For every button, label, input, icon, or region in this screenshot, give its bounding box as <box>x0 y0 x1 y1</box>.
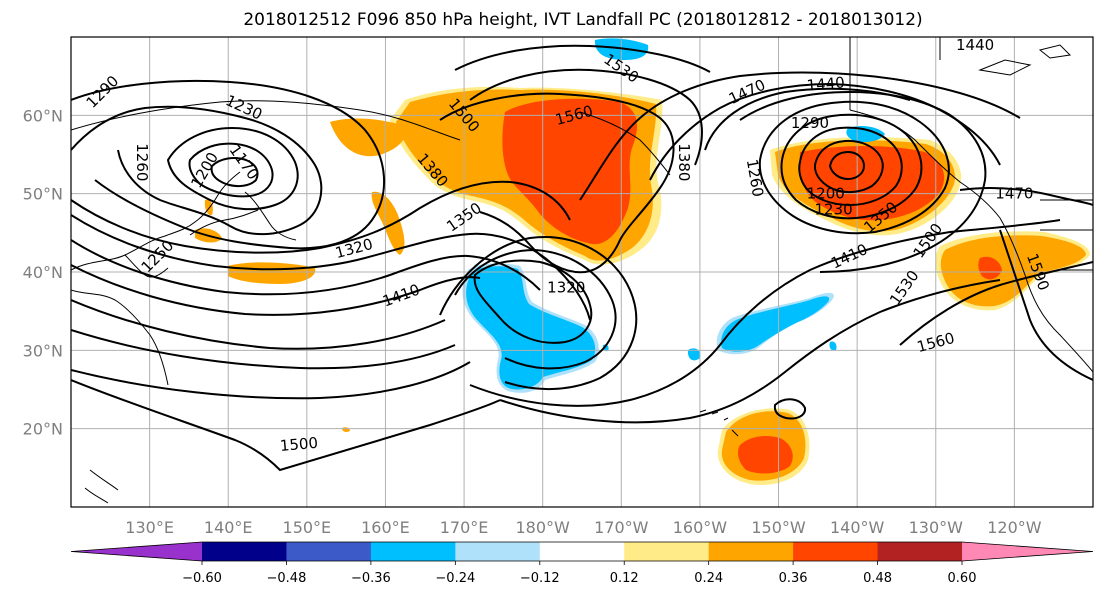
svg-text:1260: 1260 <box>133 143 151 181</box>
lon-tick-label: 140°E <box>204 518 253 537</box>
svg-text:1470: 1470 <box>995 185 1033 203</box>
lat-tick-label: 40°N <box>23 263 63 282</box>
colorbar-bin <box>624 542 710 561</box>
colorbar-tick-label: −0.24 <box>435 571 475 586</box>
colorbar-bin <box>202 542 287 561</box>
colorbar-tick-label: 0.24 <box>694 571 723 586</box>
colorbar-tick-label: 0.48 <box>863 571 892 586</box>
lon-tick-label: 170°W <box>594 518 649 537</box>
height-contours <box>71 44 1093 472</box>
lon-tick-label: 140°W <box>830 518 885 537</box>
lon-tick-label: 120°W <box>987 518 1042 537</box>
colorbar-bin <box>539 542 625 561</box>
lat-tick-label: 30°N <box>23 341 63 360</box>
colorbar-tick-label: 0.60 <box>948 571 977 586</box>
colorbar-bin <box>877 542 963 561</box>
lat-tick-label: 60°N <box>23 106 63 125</box>
colorbar-extend-min <box>71 542 202 561</box>
colorbar-tick-label: −0.48 <box>267 571 307 586</box>
longitude-tick-labels: 130°E 140°E 150°E 160°E 170°E 180°W 170°W 160°W… <box>125 518 1041 537</box>
svg-text:1290: 1290 <box>791 114 829 132</box>
contour-label: 1260 <box>133 143 151 181</box>
svg-text:1440: 1440 <box>956 36 994 54</box>
latitude-tick-labels: 20°N 30°N 40°N 50°N 60°N <box>23 106 63 438</box>
svg-text:1200: 1200 <box>807 185 845 203</box>
lon-tick-label: 150°E <box>283 518 332 537</box>
colorbar-bin <box>708 542 794 561</box>
svg-text:1500: 1500 <box>279 434 319 455</box>
colorbar-bin <box>286 542 372 561</box>
colorbar-tick-label: −0.12 <box>520 571 560 586</box>
contour-label: 1230 <box>814 200 852 218</box>
colorbar-bin <box>793 542 879 561</box>
lon-tick-label: 170°E <box>440 518 489 537</box>
colorbar-extend-max <box>962 542 1093 561</box>
lat-tick-label: 20°N <box>23 420 63 439</box>
lon-tick-label: 180°W <box>516 518 571 537</box>
lat-tick-label: 50°N <box>23 185 63 204</box>
contour-label: 1380 <box>675 143 693 181</box>
colorbar <box>70 541 1094 562</box>
contour-label: 1470 <box>995 185 1033 203</box>
colorbar-tick-label: 0.36 <box>779 571 808 586</box>
ivt-shading-positive <box>195 86 1090 485</box>
contour-label: 1290 <box>791 114 829 132</box>
lon-tick-label: 130°W <box>909 518 964 537</box>
svg-text:1440: 1440 <box>806 73 846 94</box>
contour-label: 1320 <box>547 279 585 297</box>
ivt-shading-negative <box>462 38 885 393</box>
svg-text:1380: 1380 <box>675 143 693 181</box>
svg-text:1230: 1230 <box>814 200 852 218</box>
lon-tick-label: 160°W <box>673 518 728 537</box>
colorbar-tick-label: −0.36 <box>351 571 391 586</box>
lon-tick-label: 160°E <box>361 518 410 537</box>
lon-tick-label: 130°E <box>125 518 174 537</box>
colorbar-tick-label: 0.12 <box>610 571 639 586</box>
map-title: 2018012512 F096 850 hPa height, IVT Land… <box>243 10 922 30</box>
colorbar-tick-labels: −0.60 −0.48 −0.36 −0.24 −0.12 0.12 0.24 0.36 0.4… <box>182 561 976 586</box>
colorbar-tick-label: −0.60 <box>182 571 222 586</box>
svg-text:1320: 1320 <box>547 279 585 297</box>
contour-label: 1500 <box>279 434 319 455</box>
contour-label: 1200 <box>807 185 845 203</box>
colorbar-bin <box>455 542 541 561</box>
colorbar-bin <box>370 542 456 561</box>
contour-label: 1440 <box>806 73 846 94</box>
lon-tick-label: 150°W <box>751 518 806 537</box>
map-frame <box>70 36 1094 508</box>
contour-label: 1440 <box>956 36 994 54</box>
